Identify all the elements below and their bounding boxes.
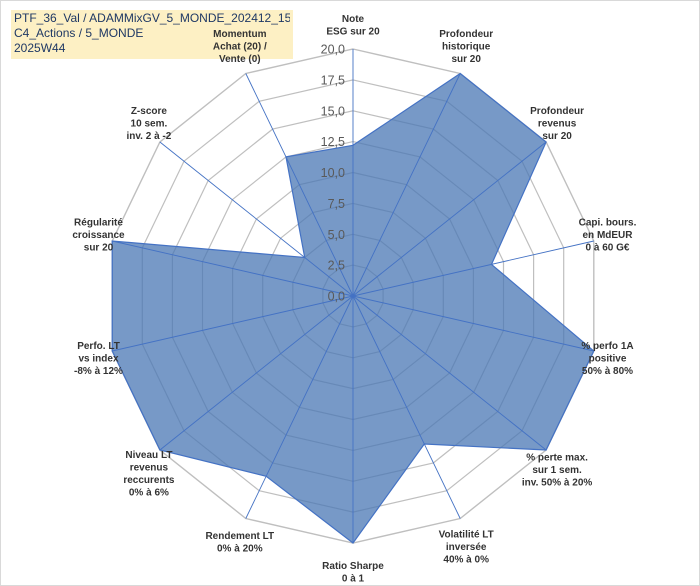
- chart-title-box: PTF_36_Val / ADAMMixGV_5_MONDE_202412_15…: [11, 10, 293, 59]
- axis-label-line: Profondeur: [530, 106, 584, 117]
- axis-label-line: sur 20: [542, 131, 572, 142]
- axis-label-line: 0% à 20%: [217, 543, 263, 554]
- axis-label-line: 0% à 6%: [129, 487, 169, 498]
- axis-label-line: 40% à 0%: [443, 555, 489, 566]
- axis-label-line: positive: [589, 354, 627, 365]
- axis-label-line: Perfo. LT: [77, 341, 120, 352]
- radar-tick-labels: 0,0 2,5 5,0 7,5 10,0 12,5 15,0 17,5 20,0: [321, 43, 345, 304]
- axis-spoke: [245, 73, 354, 297]
- axis-label-line: inv. 50% à 20%: [522, 478, 593, 489]
- axis-label-line: 0 à 1: [342, 574, 365, 585]
- axis-label-line: reccurents: [123, 475, 175, 486]
- axis-spoke: [352, 295, 594, 352]
- axis-label-line: Niveau LT: [125, 450, 172, 461]
- axis-label-line: inversée: [446, 542, 487, 553]
- axis-spoke: [159, 141, 354, 297]
- axis-spoke: [352, 240, 594, 297]
- title-line-portfolio: PTF_36_Val / ADAMMixGV_5_MONDE_202412_15…: [14, 11, 290, 25]
- tick-label: 15,0: [321, 104, 345, 118]
- axis-label: Note ESG sur 20: [326, 14, 380, 38]
- axis-label-line: -8% à 12%: [74, 366, 123, 377]
- axis-spoke: [352, 141, 547, 297]
- axis-spoke: [352, 295, 547, 451]
- axis-label-line: en MdEUR: [583, 230, 634, 241]
- axis-label-line: ESG sur 20: [326, 27, 380, 38]
- axis-label-line: Profondeur: [439, 29, 493, 40]
- axis-label-line: Vente (0): [219, 54, 261, 65]
- axis-label: Perfo. LT vs index-8% à 12%: [74, 341, 123, 377]
- axis-label-line: revenus: [538, 119, 577, 130]
- radar-spokes: [112, 49, 594, 543]
- axis-label-line: Volatilité LT: [439, 530, 494, 541]
- axis-label-line: 10 sem.: [131, 119, 168, 130]
- axis-label-line: % perte max.: [526, 453, 588, 464]
- axis-spoke: [352, 295, 461, 519]
- axis-label-line: sur 1 sem.: [532, 465, 582, 476]
- axis-label-line: croissance: [72, 230, 125, 241]
- axis-label-line: 50% à 80%: [582, 366, 633, 377]
- axis-label-line: Régularité: [74, 217, 123, 228]
- axis-label-line: Z-score: [131, 106, 168, 117]
- axis-label-line: historique: [442, 41, 491, 52]
- tick-label: 20,0: [321, 43, 345, 57]
- axis-label-line: Capi. bours.: [579, 217, 637, 228]
- axis-label-line: sur 20: [451, 54, 481, 65]
- axis-label-line: % perfo 1A: [581, 341, 633, 352]
- axis-label-line: Achat (20) /: [213, 41, 267, 52]
- tick-label: 7,5: [328, 197, 345, 211]
- tick-label: 10,0: [321, 166, 345, 180]
- axis-spoke: [245, 295, 354, 519]
- tick-label: 2,5: [328, 259, 345, 273]
- axis-label-line: Momentum: [213, 29, 266, 40]
- tick-label: 12,5: [321, 135, 345, 149]
- title-line-week: 2025W44: [14, 41, 66, 55]
- axis-label-line: sur 20: [84, 242, 114, 253]
- axis-label-line: inv. 2 à -2: [126, 131, 171, 142]
- axis-label: Z-score 10 sem.inv. 2 à -2: [126, 106, 171, 142]
- axis-spoke: [352, 73, 461, 297]
- axis-spoke: [159, 295, 354, 451]
- axis-spoke: [112, 295, 354, 352]
- axis-label-line: 0 à 60 G€: [586, 242, 630, 253]
- axis-label: Rendement LT0% à 20%: [205, 531, 274, 555]
- tick-label: 0,0: [328, 290, 345, 304]
- axis-label-line: vs index: [78, 354, 118, 365]
- axis-label-line: Ratio Sharpe: [322, 561, 384, 572]
- tick-label: 17,5: [321, 73, 345, 87]
- axis-label: Ratio Sharpe 0 à 1: [322, 561, 384, 585]
- tick-label: 5,0: [328, 228, 345, 242]
- axis-label-line: Note: [342, 14, 365, 25]
- axis-label-line: revenus: [130, 462, 169, 473]
- title-line-category: C4_Actions / 5_MONDE: [14, 26, 144, 40]
- axis-spoke: [112, 240, 354, 297]
- axis-label-line: Rendement LT: [205, 531, 274, 542]
- axis-label: % perte max.sur 1 sem. inv. 50% à 20%: [522, 453, 593, 489]
